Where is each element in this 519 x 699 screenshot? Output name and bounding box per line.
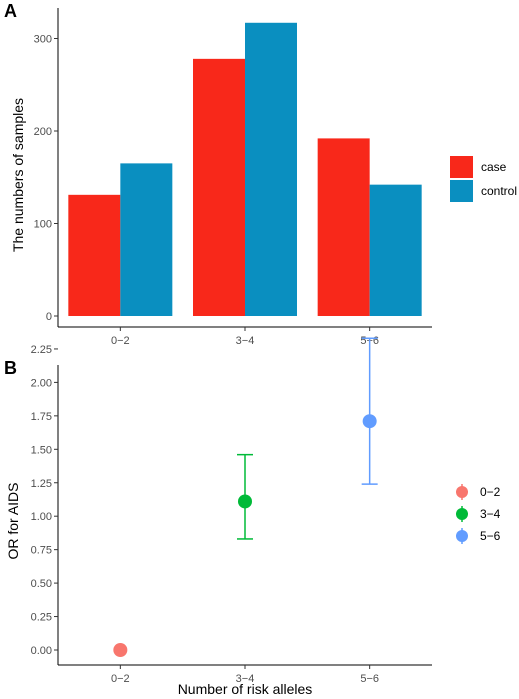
bar-chart-y-ticks: 0 100 200 300 xyxy=(34,34,58,323)
or-chart-y-tick-label: 0.50 xyxy=(31,578,52,590)
or-chart-points xyxy=(113,337,378,657)
or-chart-y-tick-label: 2.00 xyxy=(31,377,52,389)
or-chart-panel: OR for AIDS Number of risk alleles 0.000… xyxy=(5,337,501,697)
bar-chart-legend: case control xyxy=(450,156,517,202)
or-chart-y-tick-label: 2.25 xyxy=(31,344,52,356)
legend-key-case xyxy=(450,156,473,178)
bar-case-0-2 xyxy=(68,194,121,316)
or-chart-x-tick-label: 5−6 xyxy=(360,673,379,685)
bar-case-3-4 xyxy=(193,58,245,316)
point-3-4 xyxy=(238,494,252,509)
or-chart-legend: 0−2 3−4 5−6 xyxy=(456,484,501,544)
or-chart-y-tick-label: 0.00 xyxy=(31,645,52,657)
point-5-6 xyxy=(362,414,377,429)
point-0-2 xyxy=(113,643,128,657)
legend-key-point-0-2 xyxy=(456,486,468,498)
or-chart-x-ticks: 0−2 3−4 5−6 xyxy=(111,665,379,685)
or-chart-y-axis-title: OR for AIDS xyxy=(5,482,21,559)
or-chart-y-ticks: 0.00 0.25 0.50 0.75 1.00 1.25 1.50 1.75 2.00 2.25 xyxy=(31,344,58,657)
bar-chart-y-tick-label: 0 xyxy=(46,311,52,323)
panel-a-label: A xyxy=(4,1,17,21)
or-chart-x-tick-label: 3−4 xyxy=(236,673,255,685)
bar-chart-x-tick-label: 0−2 xyxy=(111,335,130,347)
legend-label-3-4: 3−4 xyxy=(480,507,501,521)
bar-chart-x-tick-label: 3−4 xyxy=(236,335,255,347)
legend-key-control xyxy=(450,180,473,202)
bar-control-3-4 xyxy=(245,22,297,317)
or-chart-y-tick-label: 1.50 xyxy=(31,444,52,456)
bar-chart-panel: The numbers of samples 0 100 200 300 0−2 3−4… xyxy=(10,8,517,347)
or-chart-y-tick-label: 1.75 xyxy=(31,411,52,423)
bar-control-5-6 xyxy=(369,184,422,316)
bar-chart-y-tick-label: 300 xyxy=(34,34,52,46)
bar-chart-y-tick-label: 100 xyxy=(34,219,52,231)
or-chart-x-axis-title: Number of risk alleles xyxy=(178,681,313,697)
legend-label-5-6: 5−6 xyxy=(480,529,501,543)
bar-chart-y-axis-title: The numbers of samples xyxy=(10,98,26,252)
or-chart-x-tick-label: 0−2 xyxy=(111,673,130,685)
bar-chart-y-tick-label: 200 xyxy=(34,126,52,138)
or-chart-y-tick-label: 0.25 xyxy=(31,612,52,624)
bar-chart-x-ticks: 0−23−45−6 xyxy=(111,327,379,347)
or-chart-y-tick-label: 1.00 xyxy=(31,511,52,523)
bar-chart-bars xyxy=(68,22,422,317)
panel-b-label: B xyxy=(4,358,17,378)
legend-label-control: control xyxy=(481,184,517,198)
legend-label-case: case xyxy=(481,160,507,174)
legend-label-0-2: 0−2 xyxy=(480,485,501,499)
or-chart-y-tick-label: 1.25 xyxy=(31,478,52,490)
legend-key-point-3-4 xyxy=(456,508,468,520)
bar-control-0-2 xyxy=(120,163,173,316)
legend-key-point-5-6 xyxy=(456,530,468,542)
or-chart-y-tick-label: 0.75 xyxy=(31,545,52,557)
bar-case-5-6 xyxy=(317,138,370,316)
